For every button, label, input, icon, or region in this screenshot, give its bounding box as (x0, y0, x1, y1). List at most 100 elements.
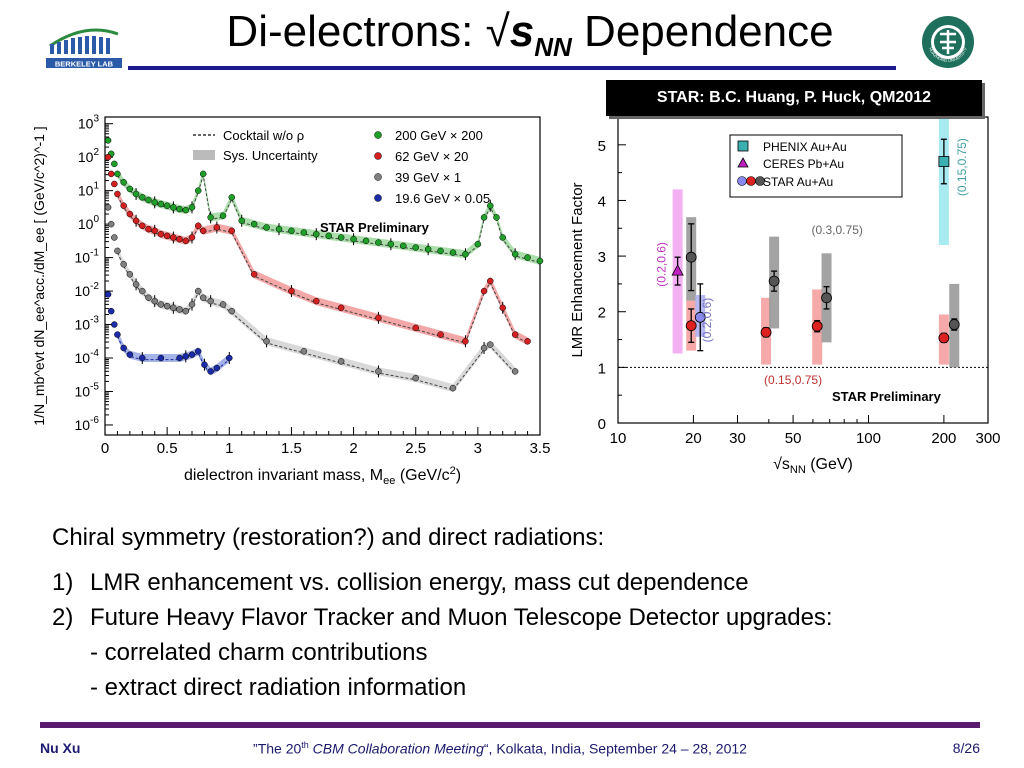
footer-meeting-name: CBM Collaboration Meeting (308, 740, 484, 757)
star-preliminary-label: STAR Preliminary (320, 220, 430, 235)
data-point (107, 170, 115, 178)
data-point (811, 320, 823, 332)
x-tick-label: 2.5 (405, 440, 426, 457)
data-point (412, 374, 419, 382)
x-tick-label: 300 (975, 430, 1000, 447)
data-point (188, 351, 196, 358)
data-point (511, 331, 519, 338)
huazhong-university-seal: HUAZHONG UNIVERSITY (922, 16, 974, 68)
y-tick-label: 10-4 (75, 348, 100, 366)
legend-marker (374, 194, 382, 202)
data-point (275, 225, 283, 233)
data-point (176, 235, 183, 243)
data-point (536, 257, 544, 265)
y-tick-label: 0 (598, 416, 606, 433)
data-point (685, 251, 697, 263)
plot-frame (617, 116, 989, 424)
data-point (120, 344, 127, 352)
data-point (120, 179, 127, 186)
data-point (194, 348, 202, 355)
legend-label: PHENIX Au+Au (763, 140, 847, 154)
data-point (188, 204, 196, 211)
data-point (337, 358, 345, 365)
data-point (111, 180, 118, 188)
x-tick-label: 1.5 (281, 440, 302, 457)
data-point (487, 202, 494, 209)
y-tick-label: 102 (78, 147, 100, 165)
data-point (263, 338, 270, 345)
legend-label: 39 GeV × 1 (395, 170, 461, 185)
data-point (120, 202, 127, 209)
data-point (337, 304, 345, 312)
page-number: 8/26 (952, 740, 980, 756)
data-point (375, 314, 382, 322)
data-point (139, 194, 146, 201)
data-point (685, 320, 697, 332)
data-point (219, 212, 227, 219)
data-point (938, 156, 950, 167)
data-point (437, 247, 444, 255)
data-point (325, 232, 332, 240)
range-label: (0.3,0.75) (812, 223, 863, 237)
data-point (474, 240, 482, 248)
y-tick-label: 103 (78, 114, 100, 132)
data-point (107, 307, 115, 315)
data-point (126, 351, 134, 358)
data-point (176, 205, 183, 213)
data-point (107, 220, 115, 228)
data-point (163, 232, 171, 240)
data-point (157, 354, 165, 362)
y-tick-label: 100 (78, 214, 100, 232)
data-point (238, 217, 245, 225)
data-point (157, 200, 165, 208)
x-axis-label: √sNN (GeV) (773, 456, 853, 476)
y-tick-label: 10-5 (75, 381, 100, 399)
data-point (449, 249, 457, 256)
y-tick-label: 4 (598, 193, 606, 210)
data-point (499, 304, 506, 312)
data-point (671, 264, 684, 276)
data-point (132, 190, 140, 198)
data-point (375, 239, 382, 246)
data-point (114, 190, 121, 198)
y-tick-label: 10-3 (75, 315, 100, 333)
data-point (387, 240, 395, 248)
data-point (938, 332, 950, 344)
range-label: (0.15,0.75) (764, 373, 822, 387)
berkeley-lab-logo-text: BERKELEY LAB (55, 60, 114, 69)
data-point (151, 199, 158, 206)
data-point (263, 224, 270, 231)
footer-meeting-sup: th (301, 740, 309, 750)
data-point (199, 294, 207, 302)
legend-marker (755, 176, 765, 186)
x-tick-label: 10 (610, 430, 627, 447)
legend-marker (737, 140, 749, 152)
data-point (821, 292, 832, 304)
data-point (126, 185, 134, 193)
legend-marker (374, 131, 382, 139)
title-sub: NN (534, 31, 572, 62)
data-point (194, 287, 202, 295)
data-point (182, 206, 190, 214)
bullet-number: 1) (52, 569, 74, 596)
data-point (437, 331, 444, 338)
legend-label: 200 GeV × 200 (395, 128, 483, 143)
data-point (362, 237, 370, 245)
x-tick-label: 0.5 (157, 440, 178, 457)
data-point (114, 247, 121, 255)
bullet-text: Future Heavy Flavor Tracker and Muon Tel… (90, 604, 833, 631)
data-point (145, 196, 152, 204)
data-point (462, 338, 469, 345)
title-suffix: Dependence (571, 7, 834, 56)
data-point (313, 297, 320, 305)
bullet-list: Chiral symmetry (restoration?) and direc… (52, 520, 992, 705)
data-point (145, 294, 152, 302)
legend-marker (737, 157, 749, 168)
data-point (176, 306, 183, 313)
data-point (493, 214, 500, 221)
data-point (768, 275, 780, 287)
data-point (524, 254, 531, 261)
data-point (157, 301, 165, 308)
data-point (114, 170, 121, 178)
data-point (111, 160, 118, 168)
